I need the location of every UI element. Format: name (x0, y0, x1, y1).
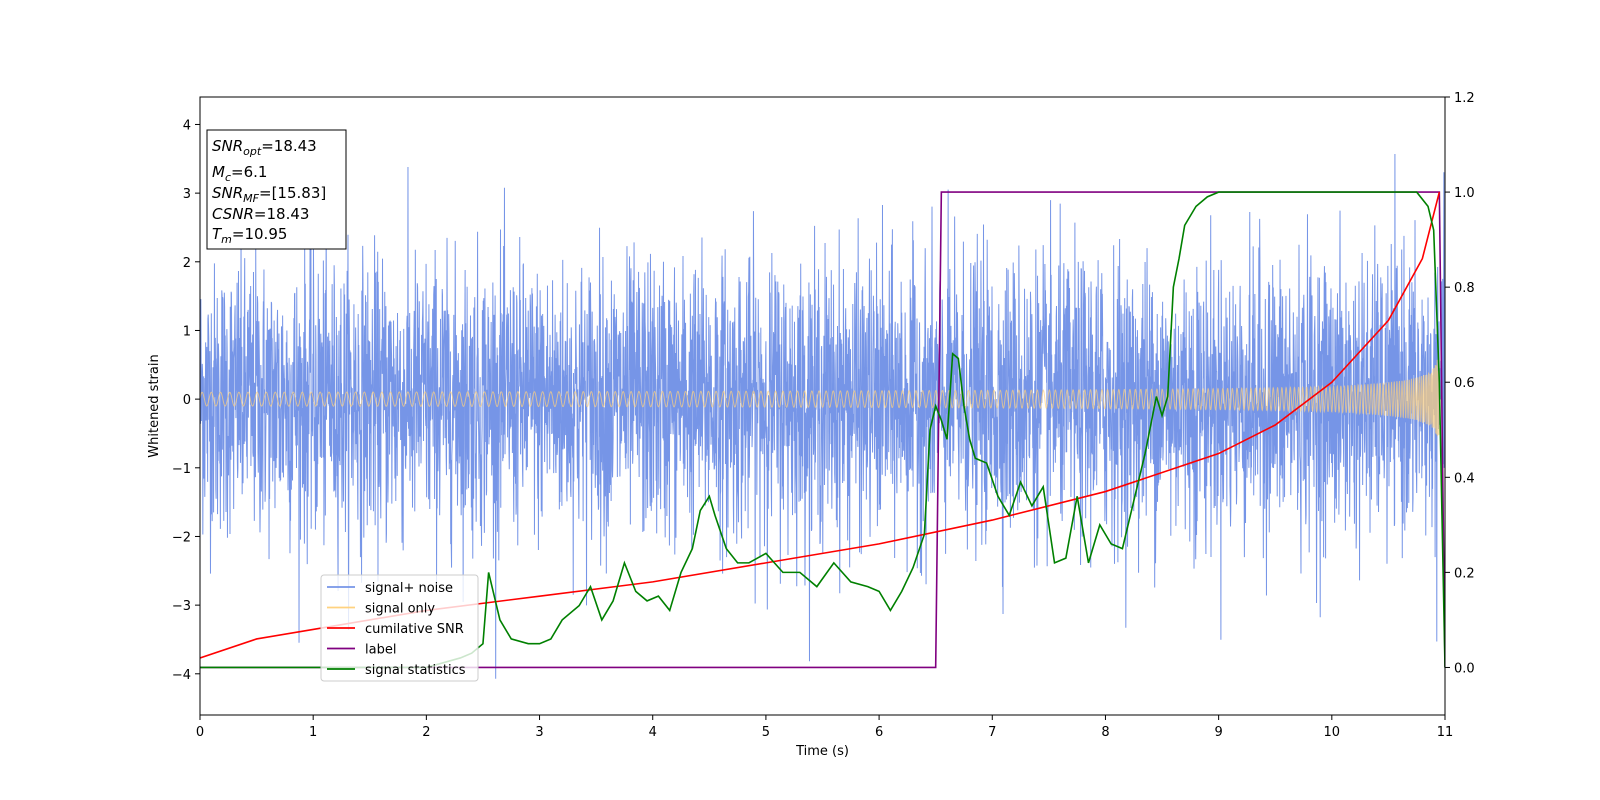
info-box-line: Mc=6.1 (212, 163, 267, 184)
left-y-tick-label: −1 (172, 462, 191, 477)
legend: signal+ noise signal only cumilative SNR la… (320, 574, 479, 682)
info-box-line: SNRMF=[15.83] (212, 184, 326, 205)
right-y-axis-ticks: 0.0 0.2 0.4 0.6 0.8 1.0 1.2 (1445, 91, 1475, 676)
left-y-axis-ticks: −4 −3 −2 −1 0 1 2 3 4 (172, 118, 200, 683)
legend-box (320, 574, 479, 682)
info-box-frame (206, 129, 347, 250)
legend-label: signal+ noise (365, 581, 453, 596)
x-tick-label: 0 (196, 725, 204, 740)
info-box-value: =18.43 (254, 205, 310, 223)
x-tick-label: 11 (1437, 725, 1454, 740)
right-y-tick-label: 1.2 (1454, 91, 1475, 106)
x-tick-label: 1 (309, 725, 317, 740)
x-axis-ticks: 0 1 2 3 4 5 6 7 8 9 10 11 (196, 715, 1453, 740)
right-y-tick-label: 0.6 (1454, 376, 1475, 391)
info-box-subscript: MF (243, 192, 259, 205)
legend-label: label (365, 643, 396, 658)
info-box-subscript: m (221, 233, 232, 246)
left-y-tick-label: 3 (183, 187, 191, 202)
left-y-tick-label: 2 (183, 256, 191, 271)
legend-label: signal only (365, 602, 435, 617)
x-tick-label: 9 (1214, 725, 1222, 740)
signal-only-line (200, 359, 1440, 437)
x-tick-label: 2 (422, 725, 430, 740)
info-box-value: =10.95 (232, 225, 288, 243)
x-tick-label: 4 (649, 725, 657, 740)
x-axis-label: Time (s) (795, 744, 849, 759)
right-y-tick-label: 0.4 (1454, 471, 1475, 486)
info-box: SNRopt=18.43Mc=6.1SNRMF=[15.83]CSNR=18.4… (206, 129, 347, 250)
left-y-tick-label: 4 (183, 118, 191, 133)
info-box-value: =[15.83] (259, 184, 326, 202)
info-box-symbol: T (212, 225, 223, 243)
left-y-tick-label: 1 (183, 324, 191, 339)
axes-frame (199, 96, 1446, 716)
legend-label: cumilative SNR (365, 622, 464, 637)
left-y-tick-label: 0 (183, 393, 191, 408)
info-box-symbol: SNR (212, 137, 243, 155)
label-line (200, 191, 1445, 669)
left-y-tick-label: −4 (172, 668, 191, 683)
y-axis-label: Whitened strain (147, 354, 162, 457)
right-y-tick-label: 0.0 (1454, 661, 1475, 676)
info-box-line: Tm=10.95 (212, 225, 287, 246)
info-box-symbol: CSNR (212, 205, 254, 223)
right-y-tick-label: 0.8 (1454, 281, 1475, 296)
x-tick-label: 10 (1324, 725, 1341, 740)
left-y-tick-label: −2 (172, 530, 191, 545)
info-box-line: CSNR=18.43 (212, 205, 309, 223)
signal-statistics-line (200, 191, 1445, 669)
info-box-line: SNRopt=18.43 (212, 137, 317, 158)
right-y-tick-label: 0.2 (1454, 566, 1475, 581)
info-box-value: =18.43 (261, 137, 317, 155)
info-box-symbol: SNR (212, 184, 243, 202)
x-tick-label: 6 (875, 725, 883, 740)
right-y-tick-label: 1.0 (1454, 186, 1475, 201)
legend-label: signal statistics (365, 663, 466, 678)
info-box-symbol: M (212, 163, 225, 181)
x-tick-label: 5 (762, 725, 770, 740)
x-tick-label: 8 (1101, 725, 1109, 740)
info-box-subscript: opt (243, 145, 262, 158)
info-box-value: =6.1 (231, 163, 267, 181)
x-tick-label: 7 (988, 725, 996, 740)
left-y-tick-label: −3 (172, 599, 191, 614)
x-tick-label: 3 (535, 725, 543, 740)
info-box-subscript: c (225, 171, 231, 184)
